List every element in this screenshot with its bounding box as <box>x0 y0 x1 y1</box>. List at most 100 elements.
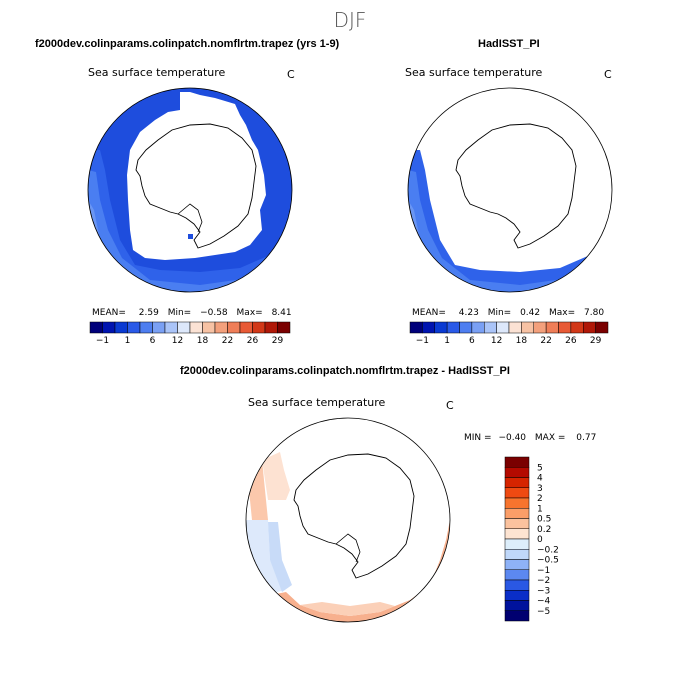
colorbar-cell <box>152 321 166 334</box>
colorbar-cell <box>508 321 522 334</box>
colorbar-tick-label: 29 <box>272 336 284 346</box>
colorbar-tick-label: −5 <box>537 607 550 617</box>
map-2-ocean-field <box>408 150 612 292</box>
mean-label: MEAN= <box>92 308 126 318</box>
colorbar-cell <box>434 321 448 334</box>
colorbar-tick-label: 18 <box>197 336 209 346</box>
min-label: Min= <box>487 308 512 318</box>
colorbar-tick-label: 0 <box>537 535 543 545</box>
colorbar-tick-label: 22 <box>222 336 233 346</box>
colorbar-cell <box>521 321 534 334</box>
colorbar-tick-label: 1 <box>125 336 131 346</box>
colorbar-cell <box>189 321 203 334</box>
colorbar-cell <box>504 487 530 499</box>
panel-3-stats: MIN = −0.40 MAX = 0.77 <box>464 433 596 443</box>
colorbar-cell <box>504 579 530 591</box>
colorbar-cell <box>177 321 191 334</box>
colorbar-cell <box>583 321 596 334</box>
colorbar-tick-label: −1 <box>537 566 550 576</box>
colorbar-cell <box>496 321 510 334</box>
colorbar-tick-label: 0.2 <box>537 525 551 535</box>
colorbar-tick-label: 1 <box>537 504 543 514</box>
panel-2-units: C <box>604 68 612 81</box>
panel-1-subtitle: Sea surface temperature <box>88 66 226 79</box>
mean-value: 2.59 <box>138 308 159 318</box>
max-value: 8.41 <box>271 308 292 318</box>
colorbar-cell <box>504 590 530 601</box>
min-label: MIN = <box>464 433 492 443</box>
max-label: MAX = <box>534 433 566 443</box>
colorbar-cell <box>409 321 423 334</box>
colorbar-cell <box>504 610 530 622</box>
colorbar-cell <box>139 321 153 334</box>
colorbar-tick-label: 26 <box>565 336 577 346</box>
panel-1-units: C <box>287 68 295 81</box>
max-value: 0.77 <box>576 433 597 443</box>
colorbar-cell <box>570 321 584 334</box>
colorbar-cell <box>504 477 530 488</box>
colorbar-tick-label: −2 <box>537 576 550 586</box>
colorbar-tick-label: −3 <box>537 586 550 596</box>
colorbar-tick-label: −0.5 <box>537 556 559 566</box>
colorbar-cell <box>227 321 241 334</box>
colorbar-tick-label: −4 <box>537 597 551 607</box>
colorbar-cell <box>89 321 103 334</box>
colorbar-cell <box>504 467 530 478</box>
colorbar-cell <box>459 321 473 334</box>
colorbar-1: −1 1 6 12 18 22 26 29 <box>89 321 291 346</box>
panel-2-title: HadISST_PI <box>478 38 540 50</box>
colorbar-tick-label: 6 <box>469 336 475 346</box>
colorbar-cell <box>239 321 253 334</box>
colorbar-tick-label: 6 <box>150 336 156 346</box>
colorbar-tick-label: 4 <box>537 474 543 484</box>
colorbar-cell <box>264 321 278 334</box>
colorbar-cell <box>504 497 530 509</box>
min-value: −0.40 <box>498 433 527 443</box>
colorbar-cell <box>252 321 266 334</box>
panel-3-subtitle: Sea surface temperature <box>248 396 386 409</box>
map-1 <box>87 87 293 293</box>
colorbar-cell <box>102 321 116 334</box>
max-label: Max= <box>236 308 263 318</box>
colorbar-cell <box>558 321 572 334</box>
colorbar-cell <box>504 508 530 519</box>
colorbar-tick-label: 5 <box>537 463 543 473</box>
colorbar-tick-label: 0.5 <box>537 515 551 525</box>
colorbar-cell <box>504 549 530 560</box>
colorbar-tick-label: 12 <box>491 336 502 346</box>
colorbar-tick-label: −0.2 <box>537 545 559 555</box>
map-3-ocean-field <box>246 452 450 622</box>
colorbar-tick-label: 12 <box>172 336 183 346</box>
colorbar-tick-label: 22 <box>540 336 551 346</box>
min-value: −0.58 <box>200 308 228 318</box>
colorbar-tick-label: 26 <box>247 336 259 346</box>
max-value: 7.80 <box>584 308 605 318</box>
colorbar-cell <box>504 528 530 540</box>
colorbar-cell <box>422 321 435 334</box>
colorbar-tick-label: −1 <box>96 336 109 346</box>
season-title: DJF <box>333 8 367 32</box>
map-3 <box>245 417 451 623</box>
colorbar-tick-label: −1 <box>416 336 429 346</box>
panel-3-title: f2000dev.colinparams.colinpatch.nomflrtm… <box>180 365 510 377</box>
colorbar-cell <box>504 559 530 570</box>
colorbar-cell <box>471 321 485 334</box>
panel-2-subtitle: Sea surface temperature <box>405 66 543 79</box>
colorbar-tick-label: 29 <box>590 336 602 346</box>
colorbar-cell <box>504 538 530 550</box>
colorbar-cell <box>504 456 530 468</box>
colorbar-tick-label: 3 <box>537 484 543 494</box>
colorbar-cell <box>214 321 228 334</box>
colorbar-cell <box>504 569 530 581</box>
min-label: Min= <box>167 308 192 318</box>
colorbar-cell <box>484 321 497 334</box>
colorbar-cell <box>114 321 128 334</box>
colorbar-cell <box>533 321 547 334</box>
panel-1-stats: MEAN= 2.59 Min= −0.58 Max= 8.41 <box>92 308 292 318</box>
colorbar-cell <box>127 321 141 334</box>
colorbar-cell <box>595 321 609 334</box>
panel-2-stats: MEAN= 4.23 Min= 0.42 Max= 7.80 <box>412 308 604 318</box>
min-value: 0.42 <box>520 308 541 318</box>
